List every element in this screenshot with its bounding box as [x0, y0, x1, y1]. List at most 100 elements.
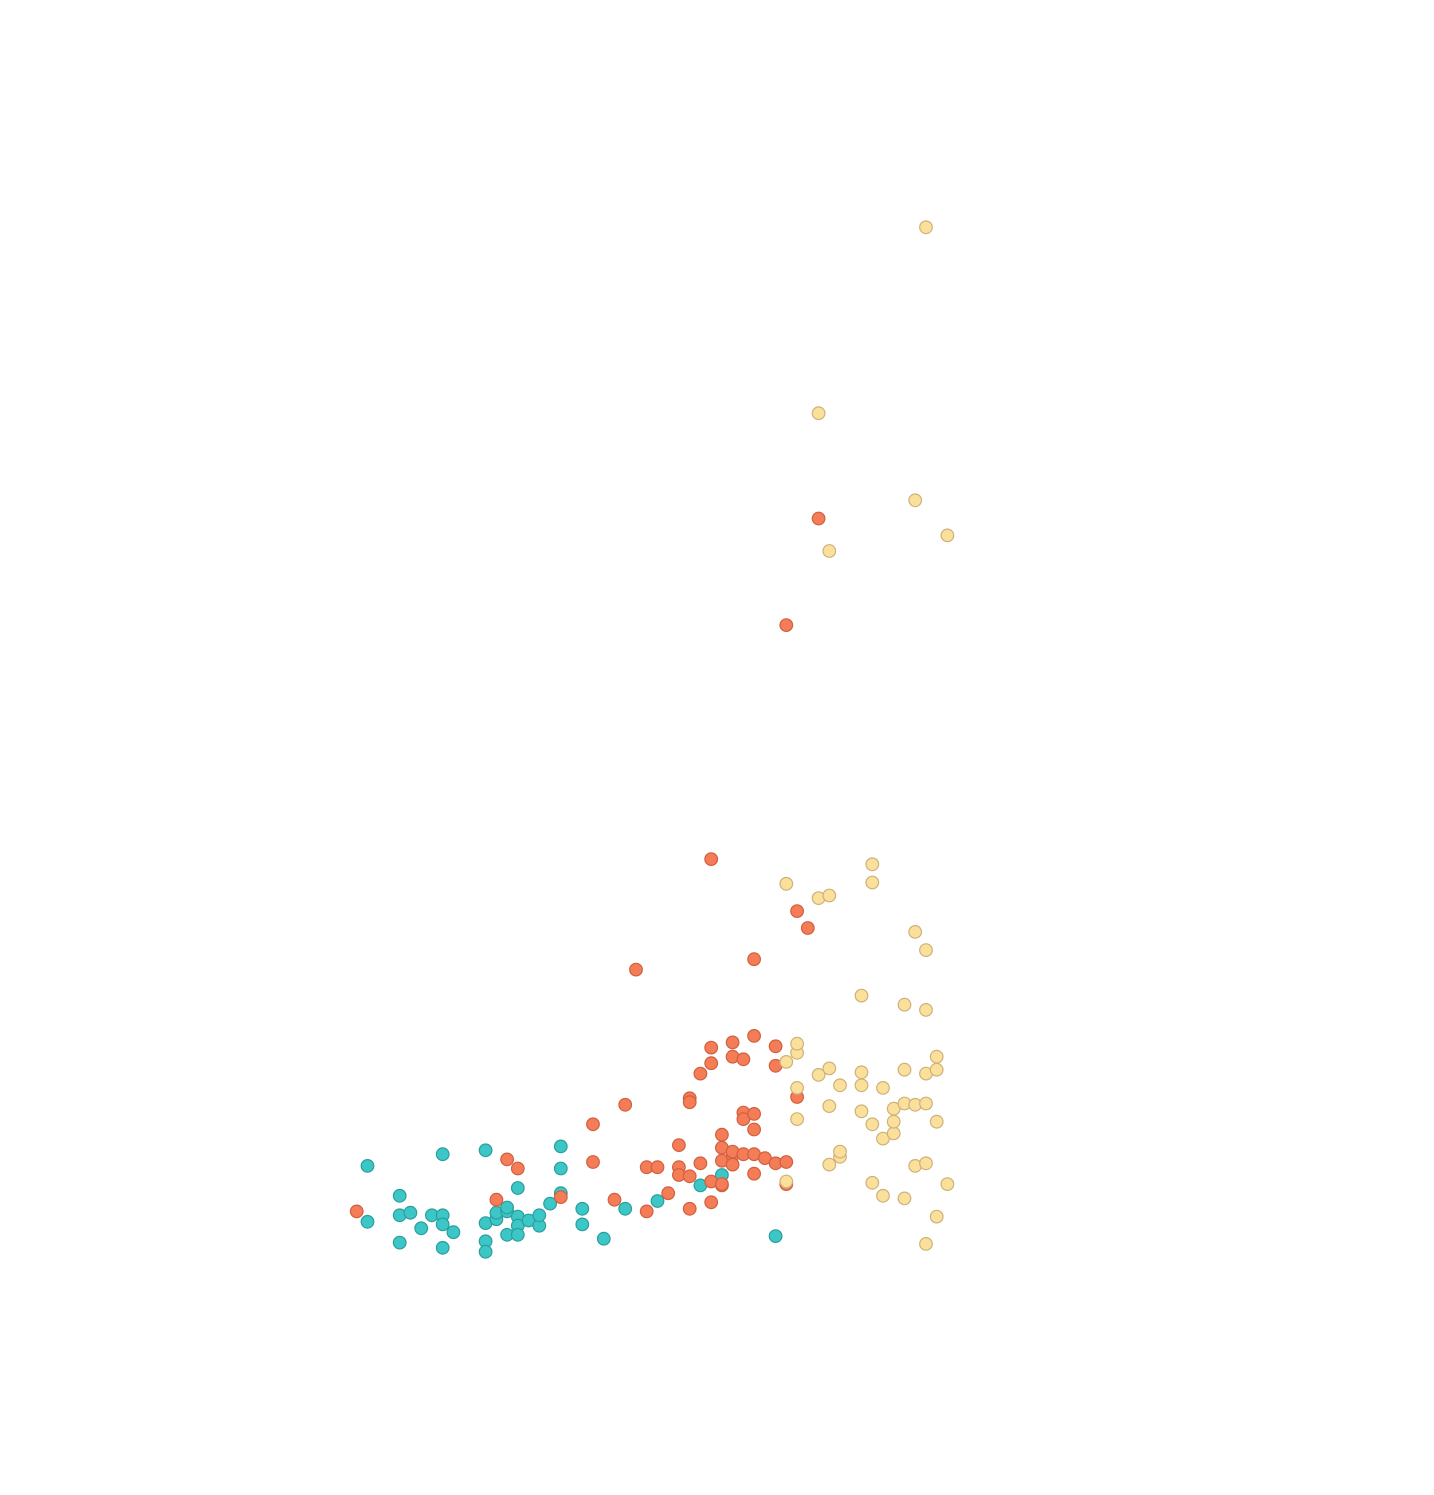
data-point-series-2-14	[661, 1186, 676, 1201]
data-point-series-1-29	[532, 1208, 547, 1223]
data-point-series-1-26	[510, 1181, 525, 1195]
data-point-series-3-40	[908, 493, 923, 508]
data-point-series-2-35	[725, 1035, 740, 1050]
data-point-series-2-21	[682, 1169, 697, 1184]
data-point-series-3-47	[919, 220, 933, 235]
data-point-series-2-57	[811, 511, 826, 526]
data-point-series-2-24	[704, 1056, 719, 1071]
data-point-series-2-22	[693, 1066, 708, 1081]
data-point-series-2-2	[489, 1192, 504, 1207]
data-point-series-1-41	[768, 1229, 783, 1243]
data-point-series-1-13	[446, 1225, 461, 1240]
data-point-series-3-30	[886, 1126, 901, 1141]
data-point-series-3-19	[854, 1104, 869, 1119]
series-3	[779, 220, 955, 1251]
data-point-series-1-1	[360, 1158, 375, 1173]
data-point-series-3-18	[833, 1078, 847, 1093]
data-point-series-3-48	[929, 1114, 944, 1129]
data-point-series-1-25	[510, 1227, 525, 1242]
data-point-series-2-47	[747, 1028, 761, 1043]
data-point-series-3-39	[908, 925, 923, 939]
data-point-series-3-36	[897, 997, 912, 1012]
data-point-series-3-14	[822, 888, 837, 903]
data-point-series-3-45	[919, 1236, 933, 1251]
data-point-series-3-12	[822, 1099, 837, 1113]
data-point-series-2-44	[747, 1122, 761, 1137]
data-point-series-3-23	[865, 1175, 880, 1190]
data-point-series-3-13	[822, 1061, 837, 1076]
data-point-series-3-42	[919, 1096, 933, 1111]
data-point-series-3-51	[929, 1049, 944, 1064]
data-point-series-2-10	[629, 962, 643, 977]
data-point-series-2-54	[779, 1155, 794, 1169]
data-point-series-2-55	[779, 618, 794, 632]
data-point-series-2-43	[747, 952, 761, 967]
data-point-series-2-15	[672, 1138, 686, 1152]
data-point-series-3-5	[790, 1080, 804, 1095]
data-point-series-2-52	[768, 1039, 783, 1054]
data-point-series-1-10	[435, 1240, 450, 1255]
data-point-series-3-41	[919, 1156, 933, 1171]
data-point-series-2-20	[682, 1201, 697, 1216]
data-point-series-3-46	[919, 943, 933, 957]
data-point-series-3-3	[779, 876, 794, 891]
data-point-series-1-32	[553, 1161, 568, 1176]
data-point-series-2-27	[704, 1195, 719, 1210]
data-point-series-1-17	[478, 1244, 493, 1259]
data-point-series-2-30	[715, 1127, 729, 1142]
data-point-series-3-53	[940, 528, 955, 543]
data-point-series-3-4	[790, 1112, 804, 1126]
data-point-series-2-7	[586, 1155, 600, 1169]
data-point-series-3-20	[854, 1078, 869, 1093]
data-point-series-2-9	[618, 1097, 633, 1112]
data-point-series-2-46	[747, 1106, 761, 1121]
data-point-series-1-36	[596, 1231, 611, 1246]
data-point-series-1-37	[618, 1201, 633, 1216]
data-point-series-3-1	[779, 1174, 794, 1189]
data-point-series-2-5	[553, 1190, 568, 1204]
data-point-series-3-21	[854, 1065, 869, 1080]
data-point-series-2-59	[800, 921, 815, 935]
data-point-series-2-1	[349, 1204, 364, 1219]
data-point-series-1-7	[414, 1221, 429, 1236]
data-point-series-3-27	[876, 1188, 890, 1203]
data-point-series-1-35	[575, 1217, 590, 1232]
data-point-series-3-26	[865, 857, 880, 872]
data-point-series-3-2	[779, 1054, 794, 1069]
data-point-series-3-17	[833, 1144, 847, 1159]
data-point-series-2-8	[607, 1192, 622, 1207]
data-point-series-2-37	[725, 1157, 740, 1172]
data-point-series-3-15	[822, 544, 837, 558]
data-point-series-3-25	[865, 875, 880, 890]
data-point-series-2-25	[704, 1040, 719, 1055]
data-point-series-1-2	[360, 1214, 375, 1229]
data-point-series-1-6	[403, 1205, 418, 1220]
data-point-series-3-8	[811, 1067, 826, 1082]
data-point-series-2-3	[500, 1152, 515, 1167]
data-point-series-2-12	[639, 1204, 654, 1219]
data-point-series-3-49	[929, 1062, 944, 1077]
data-point-series-2-48	[747, 1166, 761, 1181]
data-point-series-3-50	[929, 1209, 944, 1224]
data-point-series-2-39	[736, 1052, 751, 1067]
data-point-series-3-22	[854, 988, 869, 1003]
data-point-series-3-24	[865, 1117, 880, 1132]
series-1	[360, 1139, 783, 1259]
data-point-series-2-56	[790, 904, 804, 918]
data-point-series-1-14	[478, 1143, 493, 1158]
data-point-series-1-30	[543, 1196, 557, 1211]
data-point-series-3-11	[822, 1157, 837, 1172]
data-point-series-3-29	[876, 1080, 890, 1095]
series-2	[349, 511, 826, 1219]
data-point-series-2-13	[650, 1160, 665, 1175]
data-point-series-1-12	[435, 1217, 450, 1232]
data-point-series-3-44	[919, 1003, 933, 1017]
data-point-series-1-4	[392, 1235, 407, 1250]
data-point-series-2-4	[510, 1161, 525, 1176]
data-point-series-2-33	[715, 1177, 729, 1191]
data-point-series-1-21	[500, 1200, 515, 1215]
data-point-series-1-38	[650, 1194, 665, 1208]
data-point-series-2-26	[704, 852, 719, 866]
